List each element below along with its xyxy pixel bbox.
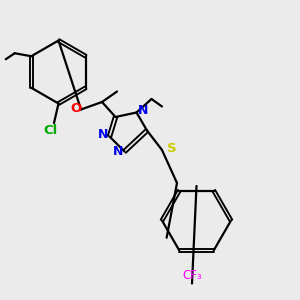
Text: CF₃: CF₃ [182,269,202,282]
Text: N: N [138,104,148,118]
Text: S: S [167,142,176,155]
Text: Cl: Cl [44,124,58,137]
Text: O: O [70,101,81,115]
Text: N: N [113,145,123,158]
Text: N: N [98,128,108,142]
